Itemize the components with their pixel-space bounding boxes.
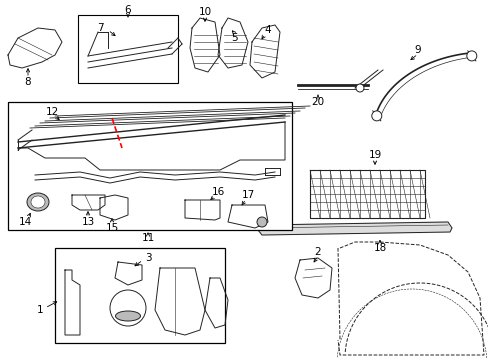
Bar [8, 102, 291, 230]
Text: 8: 8 [24, 77, 31, 87]
Ellipse shape [27, 193, 49, 211]
Circle shape [371, 111, 381, 121]
Circle shape [257, 217, 266, 227]
Text: 14: 14 [19, 217, 32, 227]
Text: 13: 13 [81, 217, 95, 227]
Bar [55, 248, 224, 343]
Circle shape [355, 84, 363, 92]
Text: 10: 10 [198, 7, 211, 17]
Ellipse shape [115, 311, 140, 321]
Text: 20: 20 [311, 97, 324, 107]
Text: 9: 9 [414, 45, 421, 55]
Ellipse shape [31, 196, 45, 208]
Text: 11: 11 [141, 233, 154, 243]
Text: 4: 4 [264, 25, 271, 35]
Text: 19: 19 [367, 150, 381, 160]
Text: 15: 15 [105, 223, 119, 233]
Circle shape [110, 290, 146, 326]
Text: 6: 6 [124, 5, 131, 15]
Bar [78, 15, 178, 83]
Text: 18: 18 [373, 243, 386, 253]
Bar [309, 170, 424, 218]
Text: 3: 3 [144, 253, 151, 263]
Text: 17: 17 [241, 190, 254, 200]
Text: 5: 5 [231, 33, 238, 43]
Text: 1: 1 [37, 305, 43, 315]
Text: 7: 7 [97, 23, 103, 33]
Text: 16: 16 [211, 187, 224, 197]
Polygon shape [258, 222, 451, 235]
Circle shape [466, 51, 476, 61]
Text: 12: 12 [45, 107, 59, 117]
Text: 2: 2 [314, 247, 321, 257]
